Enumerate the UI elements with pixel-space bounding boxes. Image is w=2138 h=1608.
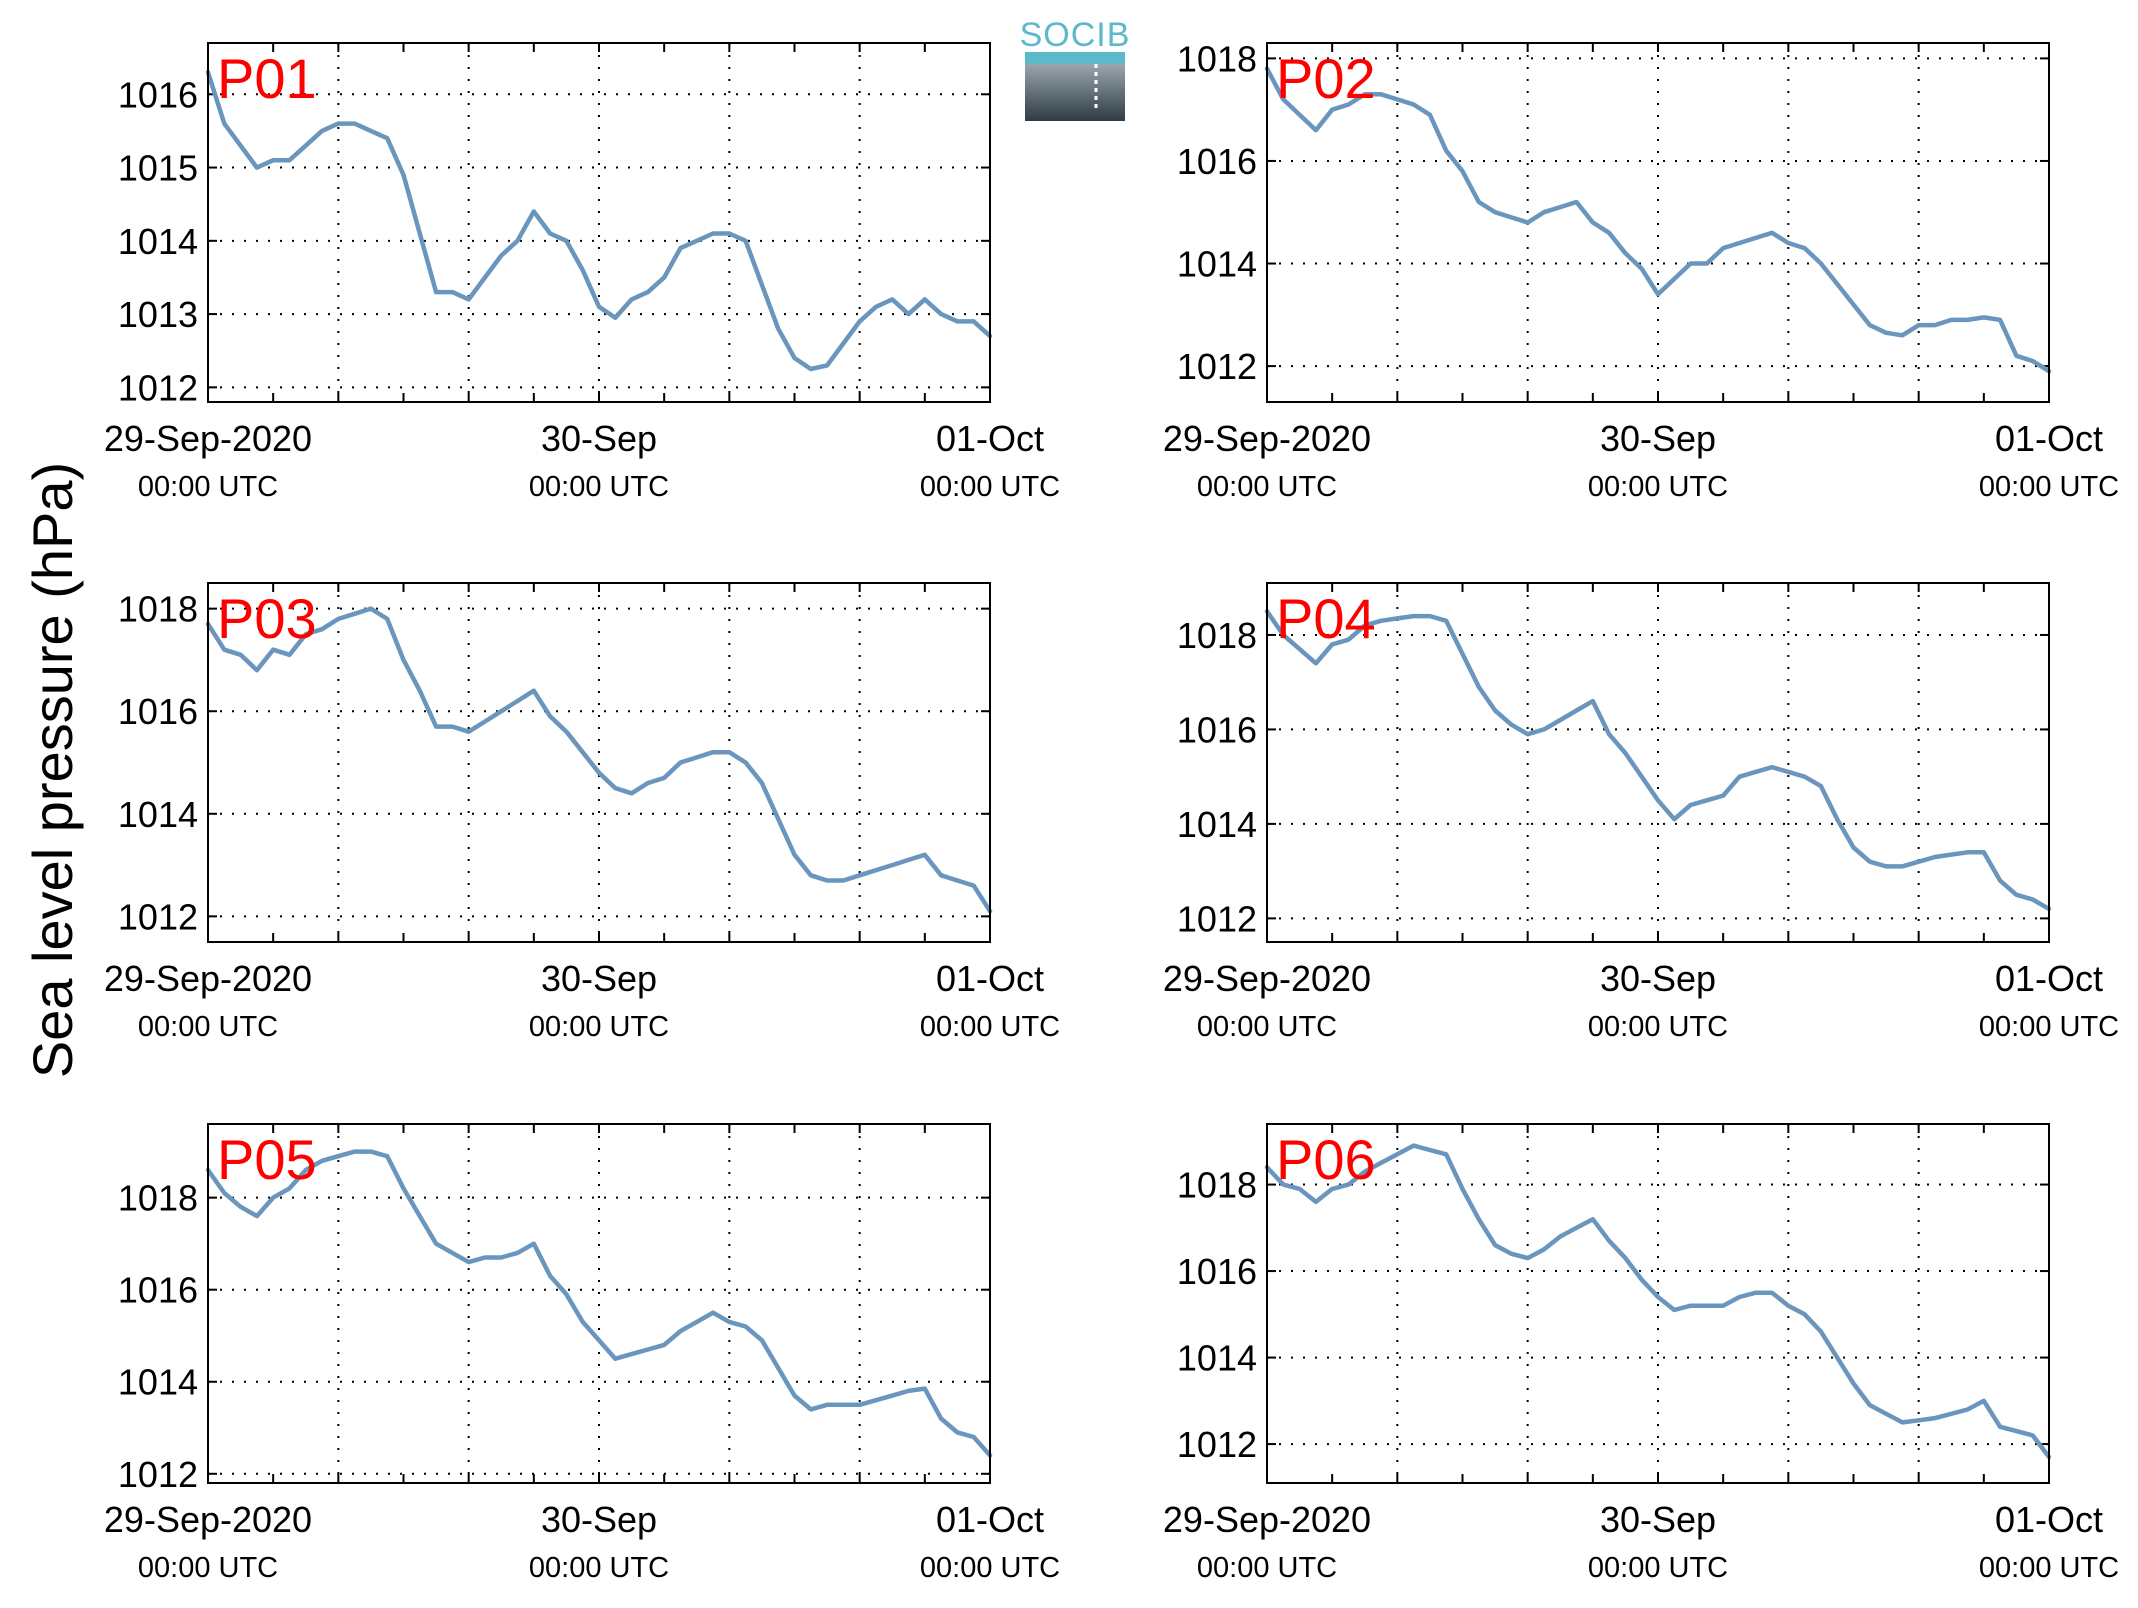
panel-p01: 1012 1013 1014 1015 1016 29-Sep-2020 00:00 UTC… bbox=[104, 42, 1060, 503]
y-tick-label: 1012 bbox=[1177, 346, 1257, 387]
series-line-p01 bbox=[205, 70, 993, 372]
logo-text: SOCIB bbox=[1020, 16, 1131, 54]
socib-logo: SOCIB bbox=[1020, 16, 1131, 121]
x-tick-label-date: 30-Sep bbox=[1600, 1499, 1716, 1540]
x-tick-label-date: 29-Sep-2020 bbox=[104, 418, 312, 459]
y-tick-label: 1018 bbox=[1177, 1165, 1257, 1206]
axes-frame bbox=[1266, 582, 2050, 943]
x-tick-label-time: 00:00 UTC bbox=[1197, 1011, 1337, 1043]
axes-frame bbox=[1266, 42, 2050, 403]
y-tick-label: 1012 bbox=[118, 367, 198, 408]
x-tick-label-time: 00:00 UTC bbox=[920, 1552, 1060, 1584]
y-tick-label: 1014 bbox=[1177, 244, 1257, 285]
panel-label: P04 bbox=[1276, 587, 1376, 650]
x-tick-label-date: 29-Sep-2020 bbox=[104, 1499, 312, 1540]
y-tick-label: 1016 bbox=[118, 74, 198, 115]
x-tick-label-date: 01-Oct bbox=[1995, 418, 2103, 459]
x-tick-label-date: 01-Oct bbox=[936, 1499, 1044, 1540]
x-tick-label-time: 00:00 UTC bbox=[1197, 1552, 1337, 1584]
series-line-p04 bbox=[1264, 609, 2052, 912]
x-tick-label-date: 29-Sep-2020 bbox=[1163, 1499, 1371, 1540]
x-tick-label-time: 00:00 UTC bbox=[1588, 1552, 1728, 1584]
axes-frame bbox=[1266, 1123, 2050, 1484]
panel-p02: 1012 1014 1016 1018 29-Sep-2020 00:00 UTC 30-S… bbox=[1163, 38, 2119, 503]
y-tick-label: 1014 bbox=[1177, 1338, 1257, 1379]
x-tick-label-time: 00:00 UTC bbox=[138, 1552, 278, 1584]
x-tick-label-time: 00:00 UTC bbox=[529, 1552, 669, 1584]
x-tick-label-date: 01-Oct bbox=[936, 958, 1044, 999]
x-tick-label-time: 00:00 UTC bbox=[529, 1011, 669, 1043]
panel-label: P06 bbox=[1276, 1128, 1376, 1191]
x-tick-label-time: 00:00 UTC bbox=[1588, 1011, 1728, 1043]
series-line-p03 bbox=[205, 606, 993, 914]
y-tick-label: 1018 bbox=[118, 1178, 198, 1219]
y-tick-label: 1014 bbox=[118, 794, 198, 835]
x-tick-label-time: 00:00 UTC bbox=[1979, 1552, 2119, 1584]
panels: 1012 1013 1014 1015 1016 29-Sep-2020 00:00 UTC… bbox=[104, 38, 2119, 1584]
y-tick-label: 1016 bbox=[1177, 709, 1257, 750]
x-tick-label-time: 00:00 UTC bbox=[1979, 1011, 2119, 1043]
x-tick-label-date: 30-Sep bbox=[1600, 958, 1716, 999]
x-tick-label-date: 01-Oct bbox=[936, 418, 1044, 459]
y-tick-label: 1018 bbox=[1177, 615, 1257, 656]
axes-frame bbox=[207, 1123, 991, 1484]
panel-label: P05 bbox=[217, 1128, 317, 1191]
x-tick-label-time: 00:00 UTC bbox=[138, 471, 278, 503]
x-tick-label-date: 30-Sep bbox=[541, 958, 657, 999]
y-tick-label: 1012 bbox=[1177, 898, 1257, 939]
x-tick-label-date: 30-Sep bbox=[1600, 418, 1716, 459]
panel-label: P03 bbox=[217, 587, 317, 650]
x-tick-label-time: 00:00 UTC bbox=[920, 1011, 1060, 1043]
logo-body bbox=[1025, 64, 1125, 121]
series-line-p05 bbox=[205, 1149, 993, 1458]
y-tick-label: 1018 bbox=[118, 589, 198, 630]
x-tick-label-date: 01-Oct bbox=[1995, 958, 2103, 999]
x-tick-label-time: 00:00 UTC bbox=[138, 1011, 278, 1043]
x-tick-label-date: 30-Sep bbox=[541, 418, 657, 459]
panel-p05: 1012 1014 1016 1018 29-Sep-2020 00:00 UTC 30-S… bbox=[104, 1123, 1060, 1584]
panel-p06: 1012 1014 1016 1018 29-Sep-2020 00:00 UTC 30-S… bbox=[1163, 1123, 2119, 1584]
y-tick-label: 1013 bbox=[118, 294, 198, 335]
logo-sea-band bbox=[1025, 52, 1125, 64]
panel-label: P01 bbox=[217, 47, 317, 110]
x-tick-label-date: 30-Sep bbox=[541, 1499, 657, 1540]
y-tick-label: 1018 bbox=[1177, 38, 1257, 79]
panel-label: P02 bbox=[1276, 47, 1376, 110]
x-tick-label-time: 00:00 UTC bbox=[1197, 471, 1337, 503]
y-tick-label: 1016 bbox=[118, 1270, 198, 1311]
y-tick-label: 1012 bbox=[118, 896, 198, 937]
y-tick-label: 1012 bbox=[1177, 1424, 1257, 1465]
x-tick-label-time: 00:00 UTC bbox=[1588, 471, 1728, 503]
y-tick-label: 1014 bbox=[1177, 804, 1257, 845]
y-axis-label: Sea level pressure (hPa) bbox=[21, 462, 84, 1078]
x-tick-label-date: 01-Oct bbox=[1995, 1499, 2103, 1540]
y-tick-label: 1014 bbox=[118, 1362, 198, 1403]
y-tick-label: 1014 bbox=[118, 221, 198, 262]
x-tick-label-date: 29-Sep-2020 bbox=[104, 958, 312, 999]
y-tick-label: 1016 bbox=[1177, 1251, 1257, 1292]
axes-frame bbox=[207, 582, 991, 943]
panel-p04: 1012 1014 1016 1018 29-Sep-2020 00:00 UTC 30-S… bbox=[1163, 582, 2119, 1043]
x-tick-label-date: 29-Sep-2020 bbox=[1163, 418, 1371, 459]
panel-p03: 1012 1014 1016 1018 29-Sep-2020 00:00 UTC 30-S… bbox=[104, 582, 1060, 1043]
y-tick-label: 1015 bbox=[118, 148, 198, 189]
axes-frame bbox=[207, 42, 991, 403]
x-tick-label-date: 29-Sep-2020 bbox=[1163, 958, 1371, 999]
series-line-p06 bbox=[1264, 1143, 2052, 1460]
x-tick-label-time: 00:00 UTC bbox=[920, 471, 1060, 503]
y-tick-label: 1016 bbox=[1177, 141, 1257, 182]
y-tick-label: 1016 bbox=[118, 691, 198, 732]
x-tick-label-time: 00:00 UTC bbox=[529, 471, 669, 503]
x-tick-label-time: 00:00 UTC bbox=[1979, 471, 2119, 503]
y-tick-label: 1012 bbox=[118, 1454, 198, 1495]
series-line-p02 bbox=[1264, 66, 2052, 374]
